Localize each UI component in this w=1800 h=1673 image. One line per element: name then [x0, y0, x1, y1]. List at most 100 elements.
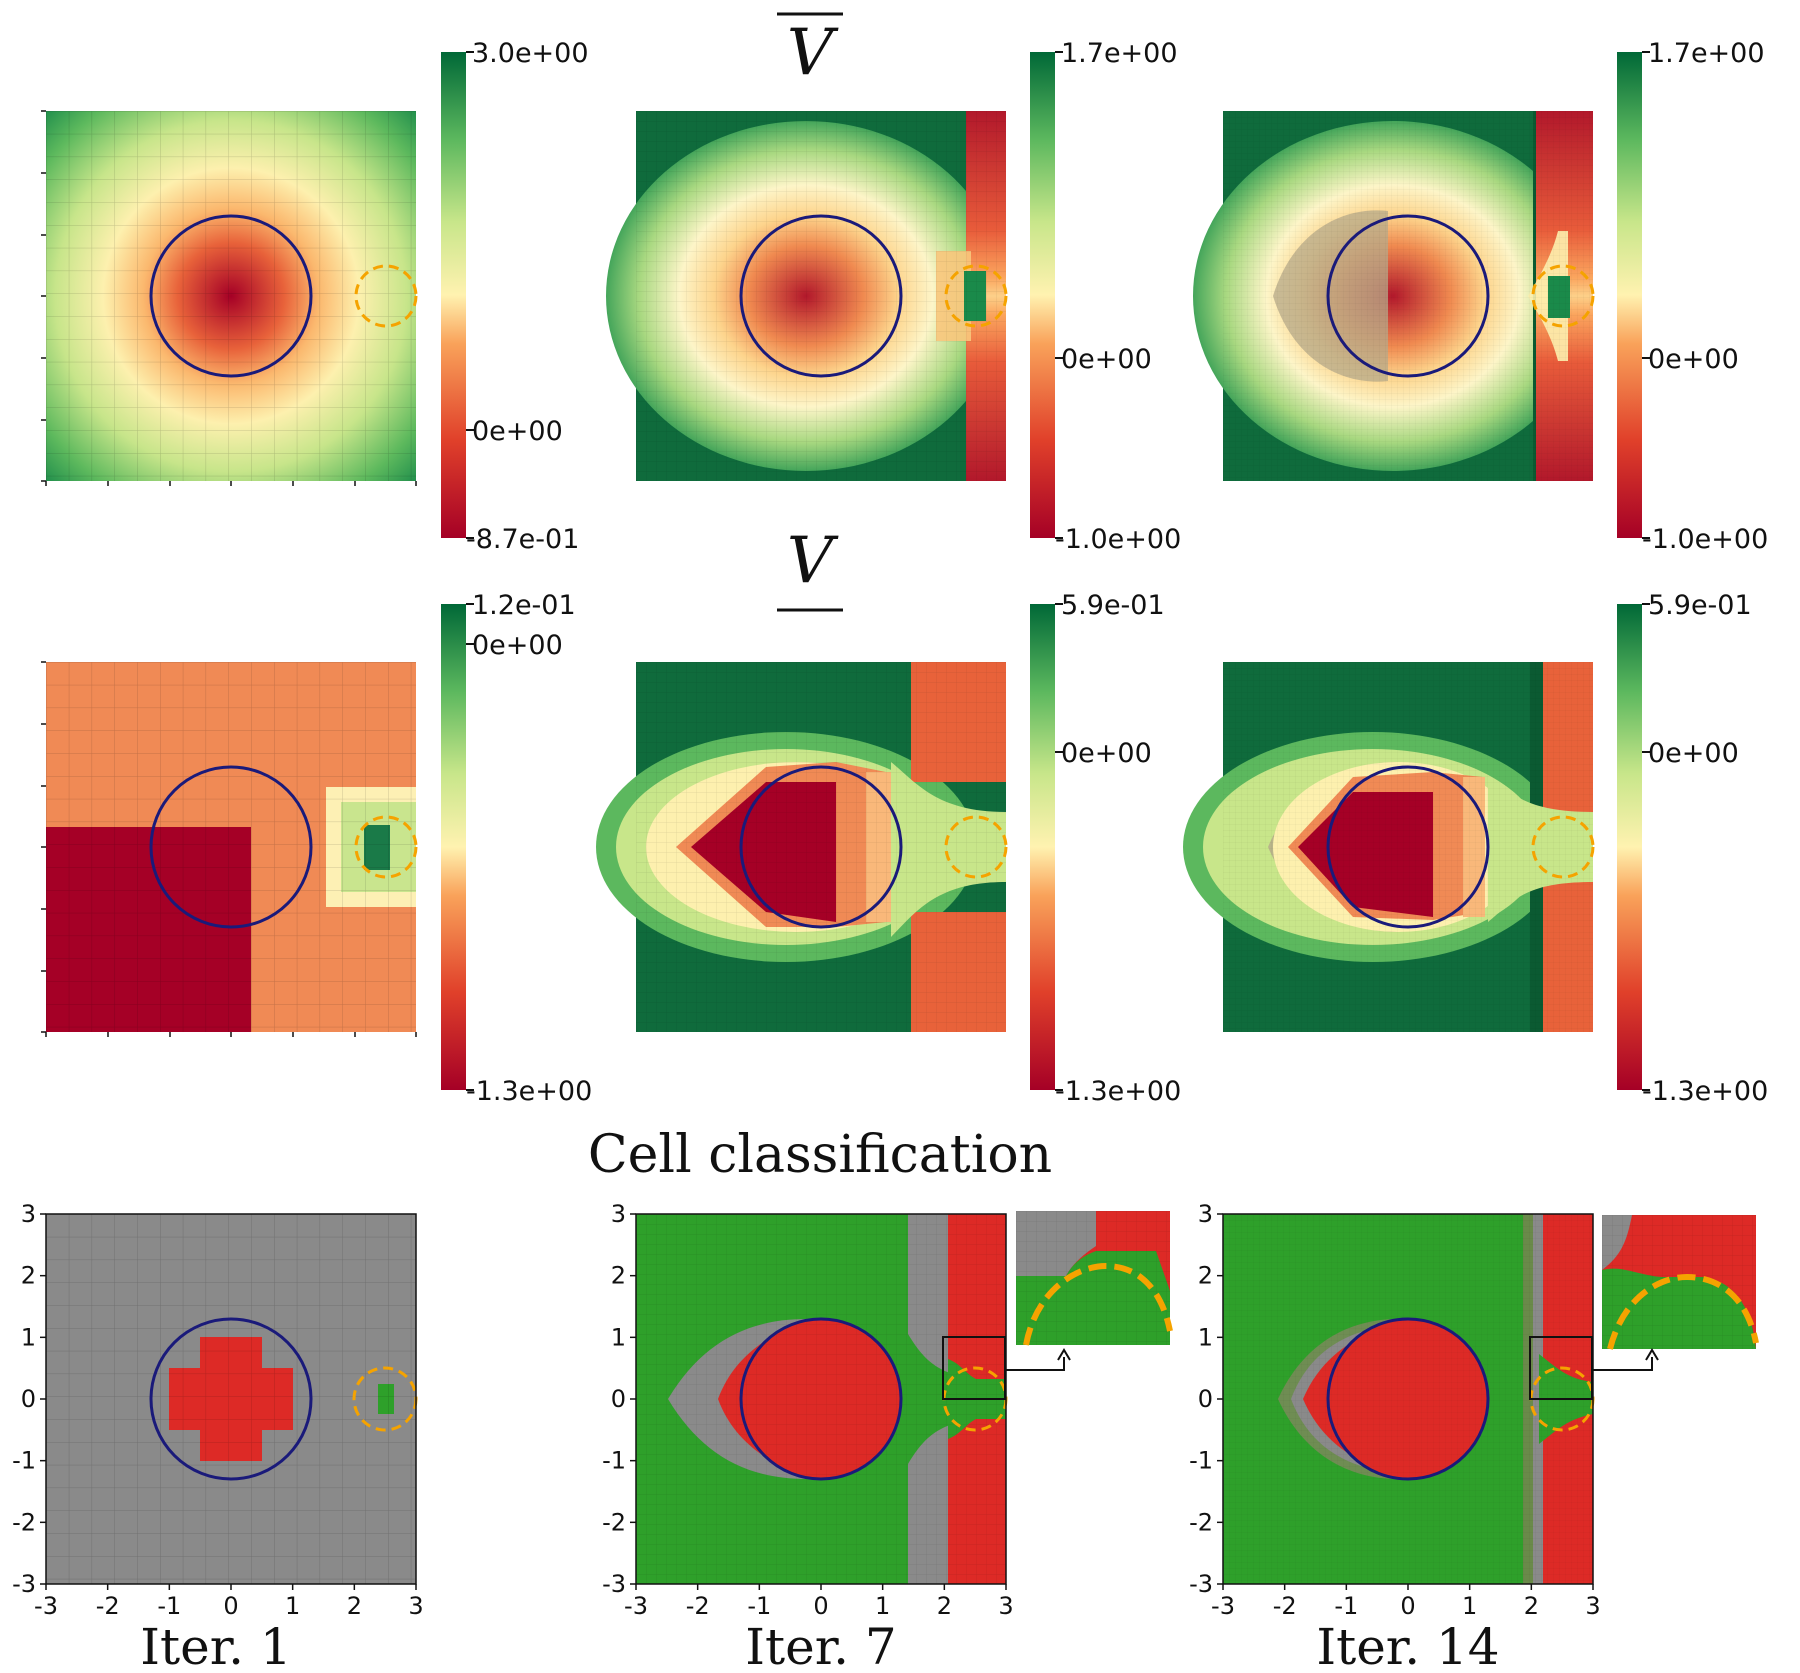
y-tick-label: 0	[611, 1385, 626, 1413]
x-tick-label: -3	[624, 1592, 648, 1620]
colorbar-max: 5.9e-01	[1648, 590, 1752, 621]
x-tick-label: -1	[157, 1592, 181, 1620]
colorbar-2-2: 5.9e-01 0e+00 -1.3e+00	[1030, 590, 1181, 1107]
colorbar-min: -1.3e+00	[1642, 1076, 1768, 1107]
y-tick-label: 1	[21, 1323, 36, 1351]
y-tick-label: 2	[21, 1262, 36, 1290]
inset-iter14	[1602, 1215, 1759, 1350]
target-circle	[354, 264, 418, 328]
x-tick-label: 0	[223, 1592, 238, 1620]
inset-iter7	[1016, 1211, 1173, 1346]
colorbar-max: 1.7e+00	[1648, 38, 1765, 69]
inset-arrow-14	[1592, 1357, 1653, 1371]
obstacle-circle	[1326, 765, 1490, 929]
x-tick-label: 3	[408, 1592, 423, 1620]
y-tick-label: -3	[602, 1570, 626, 1598]
x-tick-label: -2	[686, 1592, 710, 1620]
x-tick-label: -2	[1273, 1592, 1297, 1620]
x-tick-label: 1	[875, 1592, 890, 1620]
target-circle	[1531, 815, 1595, 879]
colorbar-min: -8.7e-01	[466, 524, 579, 555]
colorbar-max: 1.7e+00	[1061, 38, 1178, 69]
y-tick-label: -1	[1189, 1447, 1213, 1475]
colorbar-zero: 0e+00	[472, 416, 563, 447]
x-tick-label: -3	[1211, 1592, 1235, 1620]
obstacle-circle	[149, 1317, 313, 1481]
colorbar-1-1: 3.0e+00 0e+00 -8.7e-01	[441, 38, 589, 555]
title-lower: V	[787, 524, 839, 598]
colorbar-min: -1.0e+00	[1055, 524, 1181, 555]
colorbar-zero: 0e+00	[1061, 344, 1152, 375]
iteration-label: Iter. 14	[1316, 1618, 1499, 1673]
y-tick-label: 1	[611, 1323, 626, 1351]
target-circle	[354, 815, 418, 879]
colorbar-1-3: 1.7e+00 0e+00 -1.0e+00	[1617, 38, 1768, 555]
x-tick-label: 1	[285, 1592, 300, 1620]
y-tick-label: 1	[1198, 1323, 1213, 1351]
heatmap-upper-iter7	[606, 111, 1008, 481]
inset-arrowhead-7	[1057, 1348, 1071, 1361]
colorbar-1-2: 1.7e+00 0e+00 -1.0e+00	[1030, 38, 1181, 555]
x-tick-label: 0	[813, 1592, 828, 1620]
y-tick-label: 0	[21, 1385, 36, 1413]
y-tick-label: 2	[611, 1262, 626, 1290]
iteration-label: Iter. 1	[140, 1618, 291, 1673]
obstacle-circle	[739, 1317, 903, 1481]
x-tick-label: -1	[1334, 1592, 1358, 1620]
colorbar-2-1: 1.2e-01 0e+00 -1.3e+00	[441, 590, 592, 1107]
inset-arrow-7	[1006, 1357, 1065, 1371]
x-tick-label: 1	[1462, 1592, 1477, 1620]
obstacle-circle	[1326, 1317, 1490, 1481]
x-tick-label: 2	[347, 1592, 362, 1620]
y-tick-label: -3	[1189, 1570, 1213, 1598]
x-tick-label: -2	[96, 1592, 120, 1620]
heatmap-lower-iter7	[596, 662, 1008, 1032]
colorbar-zero: 0e+00	[1061, 738, 1152, 769]
frame-ticks-1-1	[41, 110, 417, 486]
heatmap-upper-iter1	[46, 111, 418, 481]
y-tick-label: 3	[21, 1200, 36, 1228]
heatmap-lower-iter14	[1183, 662, 1595, 1032]
obstacle-circle	[1326, 214, 1490, 378]
target-circle	[944, 264, 1008, 328]
colorbar-2-3: 5.9e-01 0e+00 -1.3e+00	[1617, 590, 1768, 1107]
colorbar-min: -1.0e+00	[1642, 524, 1768, 555]
heatmap-lower-iter1	[46, 662, 418, 1032]
x-tick-label: 3	[1585, 1592, 1600, 1620]
target-circle	[1531, 264, 1595, 328]
y-tick-label: -1	[602, 1447, 626, 1475]
colorbar-zero: 0e+00	[1648, 738, 1739, 769]
zoom-box	[1529, 1336, 1593, 1400]
obstacle-circle	[149, 765, 313, 929]
x-tick-label: 2	[937, 1592, 952, 1620]
x-tick-label: -1	[747, 1592, 771, 1620]
x-tick-label: 3	[998, 1592, 1013, 1620]
classification-iter14	[1223, 1214, 1595, 1584]
y-tick-label: -2	[12, 1508, 36, 1536]
frame-ticks-2-1	[41, 661, 417, 1037]
y-tick-label: 2	[1198, 1262, 1213, 1290]
obstacle-circle	[149, 214, 313, 378]
colorbar-max: 3.0e+00	[472, 38, 589, 69]
colorbar-zero: 0e+00	[1648, 344, 1739, 375]
colorbar-min: -1.3e+00	[1055, 1076, 1181, 1107]
inset-arrowhead-14	[1645, 1348, 1659, 1361]
classification-iter7	[636, 1214, 1008, 1584]
x-tick-label: 0	[1400, 1592, 1415, 1620]
y-tick-label: 3	[1198, 1200, 1213, 1228]
y-tick-label: 0	[1198, 1385, 1213, 1413]
y-tick-label: -3	[12, 1570, 36, 1598]
title-upper: V	[787, 16, 839, 90]
colorbar-min: -1.3e+00	[466, 1076, 592, 1107]
y-tick-label: -1	[12, 1447, 36, 1475]
y-tick-label: -2	[1189, 1508, 1213, 1536]
obstacle-circle	[739, 214, 903, 378]
colorbar-zero: 0e+00	[472, 630, 563, 661]
zoom-box	[942, 1336, 1006, 1400]
heatmap-upper-iter14	[1193, 111, 1595, 481]
iteration-label: Iter. 7	[745, 1618, 896, 1673]
target-circle	[944, 815, 1008, 879]
y-tick-label: 3	[611, 1200, 626, 1228]
